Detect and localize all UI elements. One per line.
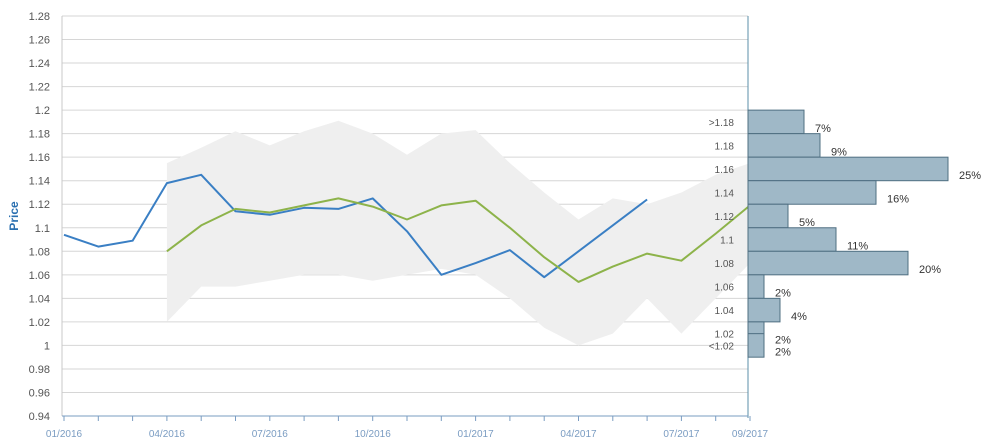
histogram-bar: [747, 180, 877, 205]
y-tick-label: 1.16: [29, 152, 50, 164]
histogram-data-label: 2%: [775, 335, 791, 347]
histogram-data-label: 20%: [919, 264, 941, 276]
y-tick-label: 1.2: [35, 105, 50, 117]
histogram-data-label: 2%: [775, 288, 791, 300]
histogram-data-label: 11%: [847, 241, 868, 253]
y-tick-label: 1.24: [29, 58, 50, 70]
x-tick-label: 07/2017: [663, 429, 700, 440]
range-band: [166, 120, 750, 346]
y-tick-label: 1.14: [29, 176, 50, 188]
histogram-bar: [747, 333, 765, 358]
y-axis-title: Price: [7, 201, 21, 231]
histogram-data-label: 9%: [831, 146, 847, 158]
y-tick-label: 1.04: [29, 293, 50, 305]
x-tick-label: 10/2016: [355, 429, 392, 440]
histogram-tick-label: >1.18: [709, 118, 735, 129]
histogram-bar: [747, 227, 837, 252]
histogram-bar: [747, 274, 765, 299]
y-tick-label: 1: [44, 340, 50, 352]
histogram-data-label: 16%: [887, 193, 909, 205]
x-tick-label: 09/2017: [732, 429, 769, 440]
y-tick-label: 1.22: [29, 82, 50, 94]
y-tick-label: 1.08: [29, 246, 50, 258]
y-tick-label: 1.18: [29, 129, 50, 141]
histogram-tick-label: 1.16: [715, 165, 735, 176]
y-tick-label: 0.94: [29, 411, 50, 423]
series-line-2: [166, 197, 751, 283]
histogram-tick-label: 1.12: [715, 212, 735, 223]
histogram-tick-label: 1.14: [715, 188, 735, 199]
histogram-tick-label: 1.06: [715, 283, 735, 294]
y-tick-label: 1.28: [29, 11, 50, 23]
histogram-data-label: 7%: [815, 123, 831, 135]
histogram-data-label: 25%: [959, 170, 981, 182]
histogram-tick-label: 1.1: [720, 236, 734, 247]
histogram-tick-label: 1.02: [715, 330, 735, 341]
histogram-bar: [747, 250, 909, 276]
histogram-bar: [747, 156, 949, 182]
histogram-bar: [747, 203, 789, 229]
histogram-bar: [747, 297, 781, 323]
histogram-tick-label: 1.04: [715, 306, 735, 317]
y-tick-label: 0.98: [29, 364, 50, 376]
histogram-data-label: 2%: [775, 346, 791, 358]
y-tick-label: 1.1: [35, 223, 50, 235]
histogram-bar: [747, 109, 805, 135]
histogram-tick-label: 1.18: [715, 141, 735, 152]
y-tick-label: 1.26: [29, 35, 50, 47]
histogram-tick-label: <1.02: [709, 341, 735, 352]
y-tick-label: 0.96: [29, 387, 50, 399]
series-line-1: [63, 173, 648, 279]
y-tick-label: 1.06: [29, 270, 50, 282]
x-tick-label: 07/2016: [252, 429, 289, 440]
x-tick-label: 01/2016: [46, 429, 83, 440]
y-tick-label: 1.02: [29, 317, 50, 329]
histogram-bar: [747, 133, 821, 158]
y-tick-label: 1.12: [29, 199, 50, 211]
histogram-data-label: 4%: [791, 311, 807, 323]
histogram-data-label: 5%: [799, 217, 815, 229]
histogram-tick-label: 1.08: [715, 259, 735, 270]
x-tick-label: 04/2016: [149, 429, 186, 440]
x-tick-label: 04/2017: [560, 429, 597, 440]
x-tick-label: 01/2017: [458, 429, 495, 440]
